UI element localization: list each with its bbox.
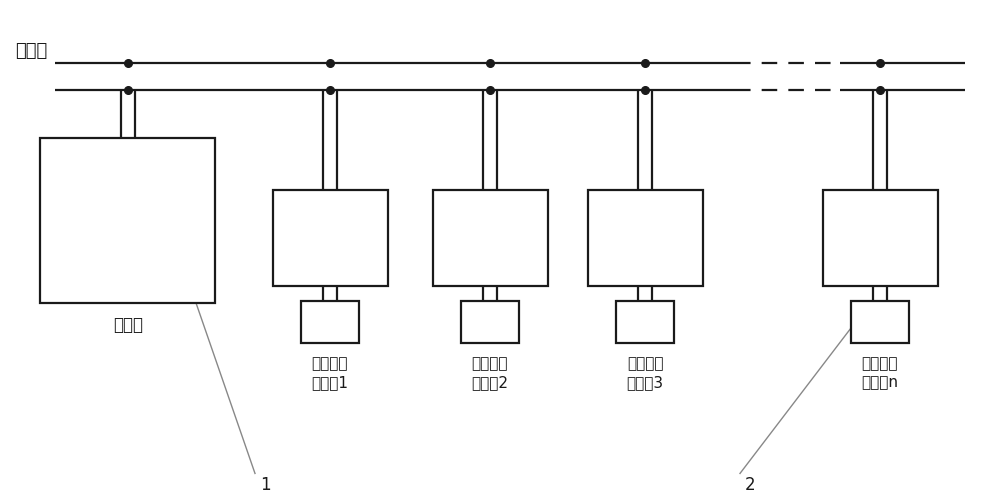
Bar [461,301,519,343]
Text: 磁控管管
理模块3: 磁控管管 理模块3 [626,356,664,390]
Text: 1: 1 [260,476,271,494]
Bar [432,190,548,286]
Bar [301,301,359,343]
Bar [272,190,388,286]
Bar [616,301,674,343]
Text: 磁控管管
理模块n: 磁控管管 理模块n [862,356,898,390]
Text: 磁控管管
理模块1: 磁控管管 理模块1 [312,356,349,390]
Text: 2: 2 [745,476,756,494]
Text: 电力线: 电力线 [15,42,47,60]
Bar [822,190,938,286]
Bar [40,138,215,303]
Bar [851,301,909,343]
Text: 上位机: 上位机 [113,316,143,334]
Text: 磁控管管
理模块2: 磁控管管 理模块2 [472,356,509,390]
Bar [588,190,702,286]
